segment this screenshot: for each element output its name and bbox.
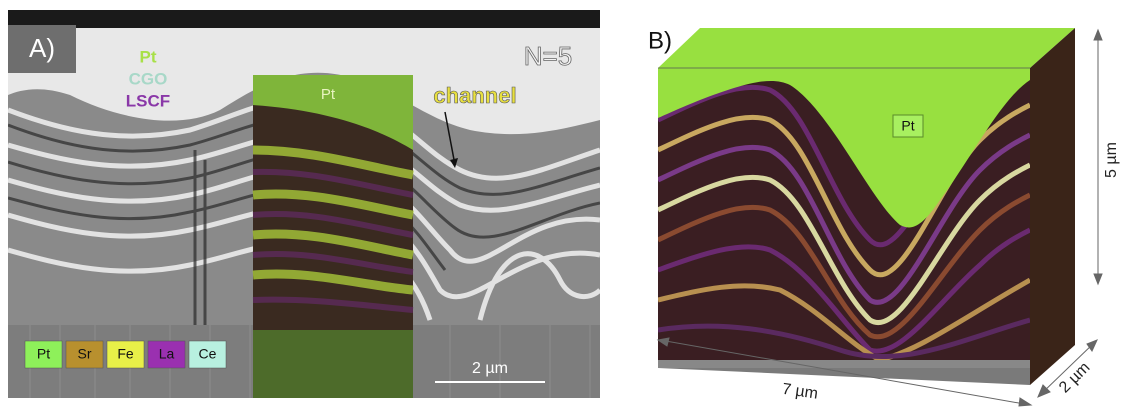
- legend-label: La: [159, 346, 175, 362]
- dimension-arrows: [656, 28, 1103, 407]
- top-label: Pt: [901, 118, 914, 134]
- annotation-arrow: [444, 111, 456, 166]
- dimension-label: 2 µm: [1056, 359, 1093, 396]
- legend-label: Pt: [37, 346, 50, 362]
- scale-bar-label: 2 µm: [472, 360, 508, 377]
- volume: [658, 28, 1075, 385]
- dimension-label: 5 µm: [1103, 142, 1120, 178]
- sem-image: [8, 10, 600, 398]
- panel-label-bg: [8, 25, 76, 73]
- layer-label: Pt: [140, 47, 157, 66]
- legend: Pt Sr Fe La Ce: [24, 340, 227, 369]
- legend-label: Sr: [78, 346, 92, 362]
- annotation: channel: [433, 83, 516, 108]
- annotation-arrowhead: [450, 158, 458, 168]
- legend-label: Fe: [117, 346, 134, 362]
- layer-label: LSCF: [126, 91, 170, 110]
- panel-label: B): [648, 27, 672, 54]
- legend-swatch: [106, 340, 145, 369]
- panel-label: A): [29, 33, 55, 63]
- legend-swatch: [188, 340, 227, 369]
- label-bg: [892, 114, 924, 138]
- dimension-label: 7 µm: [781, 381, 819, 403]
- sample-label: N=5: [524, 41, 572, 71]
- legend-swatch: [147, 340, 186, 369]
- legend-swatch: [24, 340, 63, 369]
- legend-swatch: [65, 340, 104, 369]
- legend-label: Ce: [199, 346, 217, 362]
- overlay-label: Pt: [321, 86, 336, 103]
- layer-label: CGO: [129, 69, 168, 88]
